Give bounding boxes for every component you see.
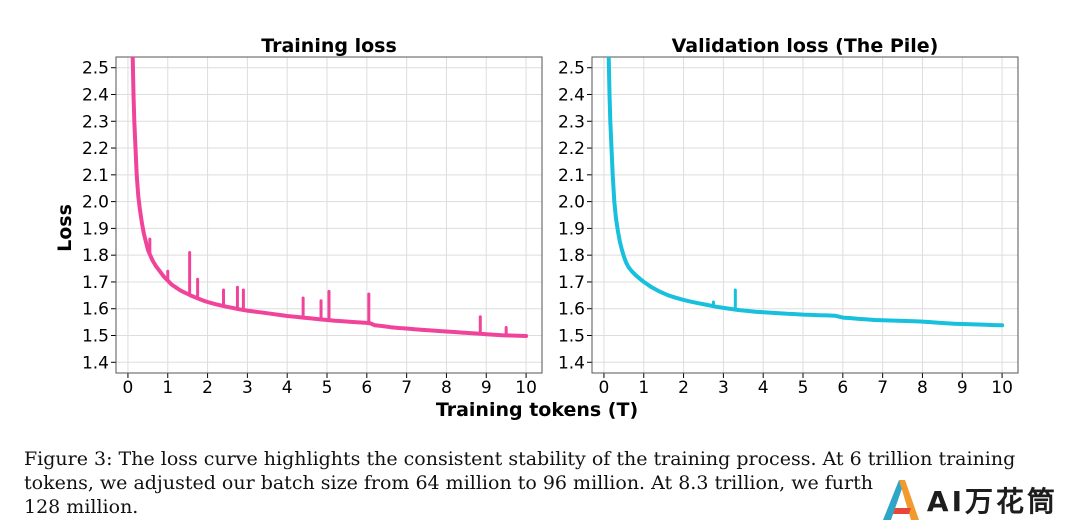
validation-x-tick-label: 0: [599, 378, 610, 398]
training-x-tick-label: 5: [322, 378, 333, 398]
validation-y-tick-label: 2.3: [558, 112, 585, 132]
training-y-tick-label: 1.8: [82, 246, 109, 266]
validation-loss-line: [606, 57, 1005, 328]
training-y-tick-label: 1.6: [82, 300, 109, 320]
caption-line-3: 128 million.: [24, 496, 139, 518]
training-y-tick-label: 2.2: [82, 139, 109, 159]
training-x-tick-label: 2: [202, 378, 213, 398]
chart-title-training: Training loss: [261, 35, 397, 57]
training-x-tick-label: 1: [162, 378, 173, 398]
validation-x-tick-label: 5: [798, 378, 809, 398]
training-axes-frame: [115, 56, 543, 374]
validation-x-tick-label: 4: [758, 378, 769, 398]
training-y-tick-label: 2.1: [82, 166, 109, 186]
training-x-tick-label: 8: [441, 378, 452, 398]
training-loss-line: [130, 57, 529, 338]
validation-y-tick-label: 2.0: [558, 193, 585, 213]
validation-x-tick-label: 2: [678, 378, 689, 398]
validation-y-tick-label: 1.5: [558, 327, 585, 347]
training-x-tick-label: 0: [123, 378, 134, 398]
chart-title-validation: Validation loss (The Pile): [672, 35, 939, 57]
training-x-tick-label: 9: [481, 378, 492, 398]
validation-x-tick-label: 8: [917, 378, 928, 398]
caption-line-1: Figure 3: The loss curve highlights the …: [24, 448, 1016, 470]
validation-y-tick-label: 1.4: [558, 353, 585, 373]
training-x-tick-label: 10: [515, 378, 537, 398]
figure-caption: Figure 3: The loss curve highlights the …: [24, 447, 1064, 519]
validation-x-tick-label: 1: [638, 378, 649, 398]
training-x-tick-label: 3: [242, 378, 253, 398]
caption-line-2: tokens, we adjusted our batch size from …: [24, 472, 873, 494]
training-y-tick-label: 2.4: [82, 85, 109, 105]
validation-x-tick-label: 7: [877, 378, 888, 398]
training-y-tick-label: 1.7: [82, 273, 109, 293]
training-y-tick-label: 1.5: [82, 327, 109, 347]
validation-loss-panel: 0 1 2 3 4 5 6 7 8 9 10 1.4 1.5 1.6 1.7 1.8 1.9 2.0 2.1 2.2 2…: [558, 56, 1019, 398]
x-axis-label: Training tokens (T): [436, 399, 638, 421]
figure-chart: Training loss Validation loss (The Pile)…: [54, 35, 1019, 421]
watermark-logo-icon: [882, 480, 919, 520]
training-x-tick-label: 6: [361, 378, 372, 398]
validation-y-tick-label: 1.6: [558, 300, 585, 320]
validation-axes-frame: [591, 56, 1019, 374]
watermark-text: AI万花筒: [926, 485, 1058, 518]
validation-y-tick-label: 1.8: [558, 246, 585, 266]
validation-y-tick-label: 2.1: [558, 166, 585, 186]
validation-y-tick-label: 1.7: [558, 273, 585, 293]
training-loss-panel: 0 1 2 3 4 5 6 7 8 9 10 1.4 1.5 1.6 1.7 1.8 1.9 2.0 2.1 2.2 2…: [82, 56, 543, 398]
y-axis-label: Loss: [54, 204, 76, 252]
validation-y-tick-label: 2.2: [558, 139, 585, 159]
watermark: AI万花筒: [872, 476, 1064, 524]
training-x-tick-label: 7: [401, 378, 412, 398]
validation-y-tick-label: 2.5: [558, 59, 585, 79]
training-y-tick-label: 1.9: [82, 219, 109, 239]
validation-x-tick-label: 9: [957, 378, 968, 398]
validation-x-tick-label: 6: [837, 378, 848, 398]
training-y-tick-label: 2.5: [82, 59, 109, 79]
training-y-tick-label: 2.0: [82, 193, 109, 213]
validation-y-tick-label: 2.4: [558, 85, 585, 105]
training-y-tick-label: 2.3: [82, 112, 109, 132]
training-y-tick-label: 1.4: [82, 353, 109, 373]
validation-x-tick-label: 10: [991, 378, 1013, 398]
validation-x-tick-label: 3: [718, 378, 729, 398]
training-x-tick-label: 4: [282, 378, 293, 398]
validation-y-tick-label: 1.9: [558, 219, 585, 239]
